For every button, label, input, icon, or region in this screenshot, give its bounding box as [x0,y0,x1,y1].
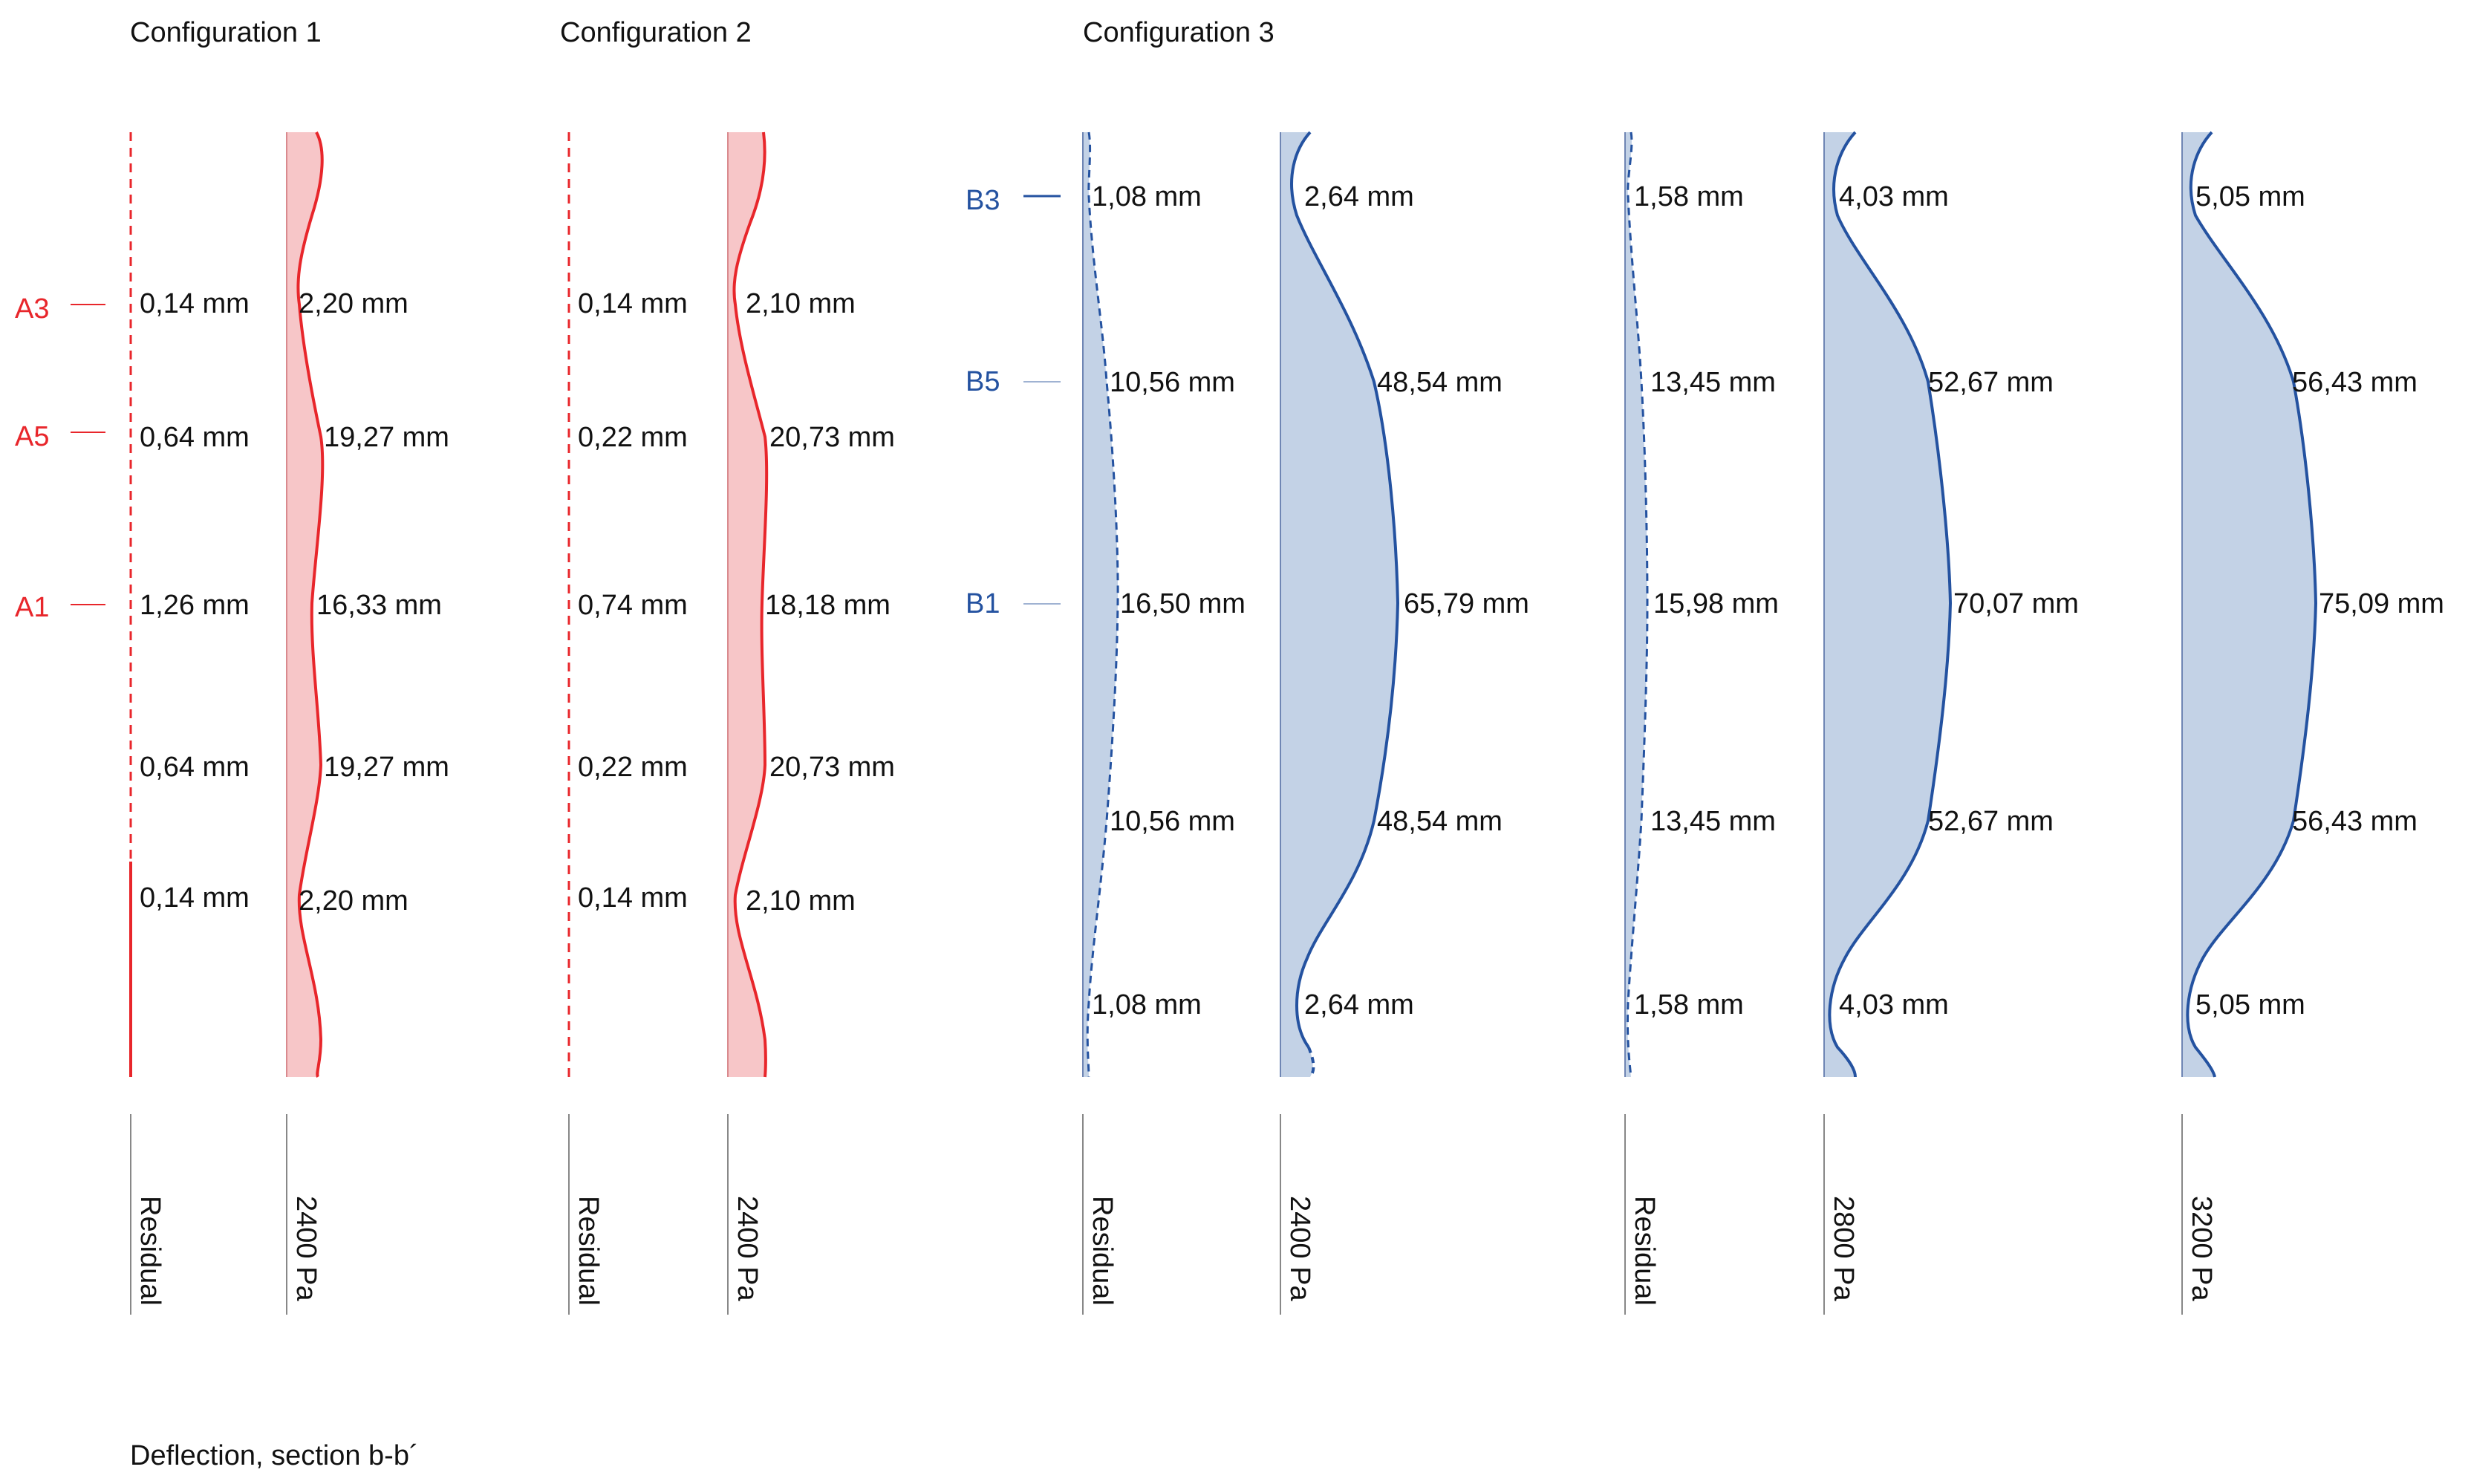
c2-2400-value-1: 2,10 mm [746,288,856,319]
title-configuration-3: Configuration 3 [1083,17,1274,48]
c1-residual-value-3: 1,26 mm [140,590,250,621]
c2-2400-column-label: 2400 Pa [732,1196,763,1301]
c3-residual-a-value-5: 1,08 mm [1092,989,1202,1021]
c3-2400-value-3: 65,79 mm [1404,588,1529,619]
c2-residual-column-label: Residual [573,1196,604,1306]
c3-residual-b-value-5: 1,58 mm [1634,989,1744,1021]
c3-residual-b-curve [1624,131,1649,1078]
marker-b5: B5 [966,366,1061,397]
c3-residual-a-value-4: 10,56 mm [1110,806,1235,837]
marker-b5-label: B5 [966,366,1000,397]
c3-residual-b-value-4: 13,45 mm [1650,806,1776,837]
c3-3200-value-4: 56,43 mm [2292,806,2418,837]
column-labels: Residual 2400 Pa Residual 2400 Pa Residual 24… [130,1114,2217,1315]
c3-3200-value-3: 75,09 mm [2319,588,2444,619]
c3-residual-b-column-label: Residual [1629,1196,1660,1306]
c3-2800-value-5: 4,03 mm [1839,989,1949,1021]
c1-residual-value-2: 0,64 mm [140,422,250,453]
c1-2400-value-1: 2,20 mm [299,288,408,319]
c3-3200-value-2: 56,43 mm [2292,367,2418,398]
marker-a5-label: A5 [15,421,49,452]
c3-3200-value-1: 5,05 mm [2195,181,2305,212]
c3-3200-value-5: 5,05 mm [2195,989,2305,1021]
c2-2400-value-4: 20,73 mm [769,752,895,783]
c1-2400-value-4: 19,27 mm [324,752,449,783]
c3-residual-a-value-1: 1,08 mm [1092,181,1202,212]
c1-2400-value-3: 16,33 mm [316,590,442,621]
c2-residual-value-1: 0,14 mm [578,288,688,319]
c3-2800-value-1: 4,03 mm [1839,181,1949,212]
c3-2800-value-4: 52,67 mm [1928,806,2054,837]
c2-2400-value-3: 18,18 mm [765,590,891,621]
c3-residual-a-column-label: Residual [1087,1196,1118,1306]
c3-2400-value-1: 2,64 mm [1304,181,1414,212]
c3-2800-curve [1823,131,1953,1078]
c3-2400-value-2: 48,54 mm [1377,367,1503,398]
c1-2400-column-label: 2400 Pa [290,1196,322,1301]
marker-a1: A1 [15,592,105,623]
c3-2400-value-5: 2,64 mm [1304,989,1414,1021]
c1-residual-value-1: 0,14 mm [140,288,250,319]
marker-a5: A5 [15,421,105,452]
marker-b3: B3 [966,185,1061,216]
marker-a1-label: A1 [15,592,49,623]
c3-3200-column-label: 3200 Pa [2186,1196,2217,1301]
c3-3200-curve [2181,131,2318,1078]
c3-2400-value-4: 48,54 mm [1377,806,1503,837]
c1-2400-value-2: 19,27 mm [324,422,449,453]
c3-residual-a-curve [1082,131,1119,1078]
c3-residual-a-value-3: 16,50 mm [1120,588,1246,619]
title-configuration-1: Configuration 1 [130,17,322,48]
c2-2400-value-2: 20,73 mm [769,422,895,453]
c2-residual-value-3: 0,74 mm [578,590,688,621]
c1-residual-column-label: Residual [134,1196,166,1306]
c1-residual-value-4: 0,64 mm [140,752,250,783]
c1-2400-value-5: 2,20 mm [299,885,408,917]
c3-residual-b-value-2: 13,45 mm [1650,367,1776,398]
c3-residual-b-value-1: 1,58 mm [1634,181,1744,212]
c2-residual-value-5: 0,14 mm [578,882,688,914]
c3-2800-value-3: 70,07 mm [1953,588,2079,619]
c1-residual-value-5: 0,14 mm [140,882,250,914]
marker-a3-label: A3 [15,293,49,325]
c3-2800-column-label: 2800 Pa [1828,1196,1859,1301]
c3-2400-column-label: 2400 Pa [1284,1196,1315,1301]
c3-residual-a-value-2: 10,56 mm [1110,367,1235,398]
c2-2400-curve [727,131,769,1078]
marker-a3: A3 [15,293,105,325]
c3-2800-value-2: 52,67 mm [1928,367,2054,398]
c2-residual-value-4: 0,22 mm [578,752,688,783]
c3-2400-curve [1280,131,1400,1078]
value-labels: 0,14 mm 0,64 mm 1,26 mm 0,64 mm 0,14 mm 2,20 … [140,181,2444,1021]
figure-caption: Deflection, section b-b´ [130,1440,419,1471]
c2-2400-value-5: 2,10 mm [746,885,856,917]
marker-b3-label: B3 [966,185,1000,216]
c2-residual-value-2: 0,22 mm [578,422,688,453]
c3-residual-b-value-3: 15,98 mm [1653,588,1779,619]
marker-b1: B1 [966,588,1061,619]
marker-b1-label: B1 [966,588,1000,619]
c1-2400-curve [286,131,325,1078]
title-configuration-2: Configuration 2 [560,17,752,48]
